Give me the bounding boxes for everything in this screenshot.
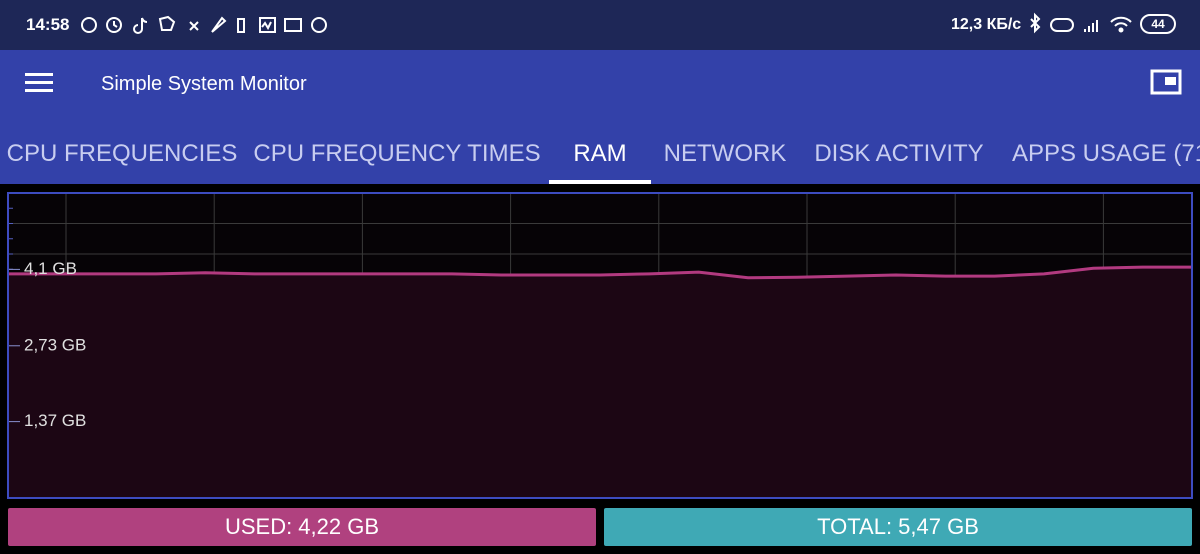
tab[interactable]: NETWORK bbox=[663, 140, 787, 167]
notification-icons bbox=[81, 15, 327, 34]
app-bar: Simple System Monitor CPU FREQUENCIES CPU… bbox=[0, 50, 1200, 184]
floating-window-button[interactable] bbox=[1150, 69, 1184, 97]
system-icons bbox=[1030, 12, 1132, 34]
menu-button[interactable] bbox=[25, 71, 55, 95]
tab[interactable]: APPS USAGE (71 bbox=[1011, 140, 1200, 167]
chart: 4,1 GB 2,73 GB 1,37 GB bbox=[7, 192, 1193, 499]
y-tick-label: 4,1 GB bbox=[24, 259, 77, 278]
tab[interactable]: CPU FREQUENCY TIMES bbox=[253, 140, 541, 167]
total-button[interactable]: TOTAL: 5,47 GB bbox=[604, 508, 1192, 546]
used-button[interactable]: USED: 4,22 GB bbox=[8, 508, 596, 546]
tab[interactable]: RAM bbox=[573, 140, 627, 167]
plot-border bbox=[7, 192, 1193, 499]
y-tick-label: 2,73 GB bbox=[24, 335, 86, 354]
area-fill bbox=[8, 267, 1192, 498]
network-speed: 12,3 КБ/с bbox=[951, 16, 1022, 33]
battery-icon: 44 bbox=[1140, 14, 1176, 34]
y-tick-label: 1,37 GB bbox=[24, 411, 86, 430]
clock: 14:58 bbox=[26, 15, 70, 34]
status-bar: 14:58 12,3 КБ/с 44 bbox=[0, 0, 1200, 50]
tab-indicator bbox=[549, 180, 651, 184]
ram-line bbox=[8, 265, 1192, 280]
app-title: Simple System Monitor bbox=[101, 73, 307, 95]
tab[interactable]: DISK ACTIVITY bbox=[814, 140, 984, 167]
tab[interactable]: CPU FREQUENCIES bbox=[6, 140, 238, 167]
battery-level: 44 bbox=[1151, 17, 1165, 31]
